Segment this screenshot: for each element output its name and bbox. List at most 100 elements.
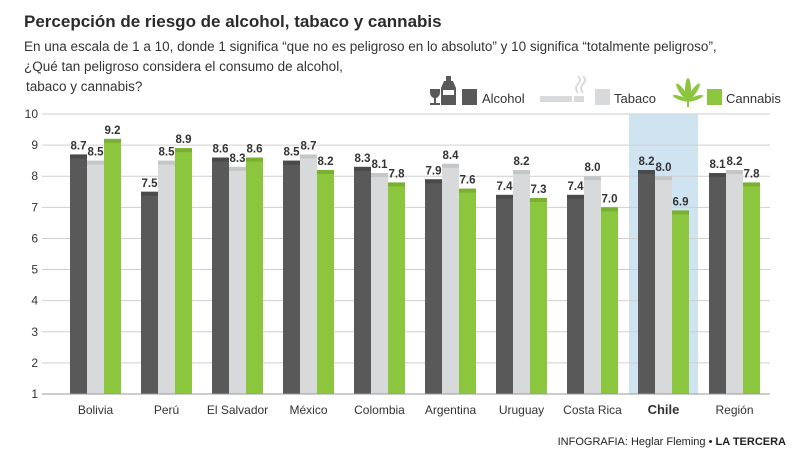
subtitle-line-1: En una escala de 1 a 10, donde 1 signifi… <box>24 39 717 54</box>
bar-cannabis <box>388 182 405 394</box>
data-label: 8.2 <box>639 156 655 168</box>
bar-cannabis <box>246 157 263 394</box>
data-label: 8.7 <box>71 140 87 152</box>
bar-cap <box>317 170 334 174</box>
data-label: 8.3 <box>355 153 371 165</box>
chart-title: Percepción de riesgo de alcohol, tabaco … <box>24 12 442 31</box>
y-tick-label: 7 <box>31 200 38 214</box>
cannabis-leaf-icon <box>672 78 704 107</box>
bar-cannabis <box>459 188 476 394</box>
bar-tabaco <box>584 176 601 394</box>
x-tick-label: Chile <box>648 402 680 417</box>
bar-cannabis <box>601 207 618 394</box>
bar-cannabis <box>104 138 121 394</box>
bar-cap <box>442 163 459 168</box>
data-label: 8.7 <box>301 140 317 152</box>
legend-alcohol: Alcohol <box>430 76 525 106</box>
bar-tabaco <box>87 160 104 394</box>
bar-cap <box>388 182 405 187</box>
bar-cap <box>158 160 175 165</box>
bar-alcohol <box>567 194 584 394</box>
bar-alcohol <box>709 173 726 394</box>
data-label: 8.0 <box>585 162 601 174</box>
bar-cap <box>87 160 104 165</box>
x-tick-label: México <box>289 403 327 417</box>
bar-cap <box>354 166 371 171</box>
data-label: 8.3 <box>230 153 246 165</box>
bar-tabaco <box>726 170 743 394</box>
data-label: 8.6 <box>247 144 263 156</box>
data-label: 9.2 <box>105 125 121 137</box>
legend-cannabis: Cannabis <box>672 78 781 107</box>
bar-cap <box>530 198 547 202</box>
x-tick-label: El Salvador <box>207 403 268 417</box>
bar-tabaco <box>300 154 317 394</box>
bar-alcohol <box>496 194 513 394</box>
bar-cap <box>246 157 263 162</box>
bar-cap <box>638 170 655 174</box>
bar-alcohol <box>425 179 442 394</box>
bar-alcohol <box>638 170 655 394</box>
chart-subtitle: En una escala de 1 a 10, donde 1 signifi… <box>24 37 764 97</box>
bar-cannabis <box>672 210 689 394</box>
bar-cap <box>371 173 388 178</box>
bar-cannabis <box>175 148 192 394</box>
y-tick-label: 10 <box>25 107 39 121</box>
subtitle-line-3: tabaco y cannabis? <box>26 79 143 94</box>
data-label: 8.5 <box>159 147 176 159</box>
data-label: 7.3 <box>531 184 547 196</box>
legend-label-alcohol: Alcohol <box>482 91 525 106</box>
subtitle-line-2: ¿Qué tan peligroso considera el consumo … <box>24 59 343 74</box>
bar-cap <box>141 191 158 196</box>
bar-cap <box>655 176 672 181</box>
bar-tabaco <box>655 176 672 394</box>
data-label: 8.1 <box>710 159 727 171</box>
data-label: 7.6 <box>460 175 476 187</box>
credit-text: INFOGRAFIA: Heglar Fleming <box>557 436 706 448</box>
y-tick-label: 1 <box>31 387 38 401</box>
y-tick-label: 6 <box>31 231 38 245</box>
data-label: 7.0 <box>602 193 618 205</box>
data-label: 8.2 <box>514 156 530 168</box>
x-tick-label: Costa Rica <box>563 403 622 417</box>
y-tick-label: 2 <box>31 356 38 370</box>
bar-cap <box>70 154 87 159</box>
data-label: 6.9 <box>673 196 689 208</box>
y-tick-label: 5 <box>31 263 38 277</box>
bar-alcohol <box>283 160 300 394</box>
bar-cap <box>567 194 584 199</box>
bar-cap <box>709 173 726 178</box>
legend-swatch-alcohol <box>462 89 477 105</box>
bar-tabaco <box>513 170 530 394</box>
bar-cap <box>104 138 121 143</box>
bar-tabaco <box>371 173 388 394</box>
data-label: 8.9 <box>176 134 192 146</box>
x-tick-label: Región <box>715 403 753 417</box>
cigarette-icon <box>540 75 586 102</box>
brand-text: LA TERCERA <box>715 436 786 448</box>
bar-cannabis <box>530 198 547 394</box>
bar-cap <box>672 210 689 215</box>
bar-cap <box>496 194 513 199</box>
bar-cap <box>212 157 229 162</box>
bar-cap <box>743 182 760 187</box>
bar-cap <box>726 170 743 174</box>
bar-cannabis <box>743 182 760 394</box>
y-tick-label: 3 <box>31 325 38 339</box>
legend: Alcohol Tabaco Cannabis <box>430 75 781 107</box>
separator: • <box>708 436 713 448</box>
bar-tabaco <box>158 160 175 394</box>
data-label: 8.5 <box>88 147 105 159</box>
data-label: 8.2 <box>727 156 743 168</box>
y-tick-label: 8 <box>31 169 38 183</box>
data-label: 7.8 <box>744 168 761 180</box>
y-tick-label: 9 <box>31 138 38 152</box>
legend-swatch-cannabis <box>707 89 722 105</box>
bar-cap <box>601 207 618 212</box>
bar-cap <box>175 148 192 153</box>
bar-tabaco <box>229 166 246 394</box>
data-label: 8.6 <box>213 144 229 156</box>
bar-cap <box>513 170 530 174</box>
data-label: 8.0 <box>656 162 672 174</box>
